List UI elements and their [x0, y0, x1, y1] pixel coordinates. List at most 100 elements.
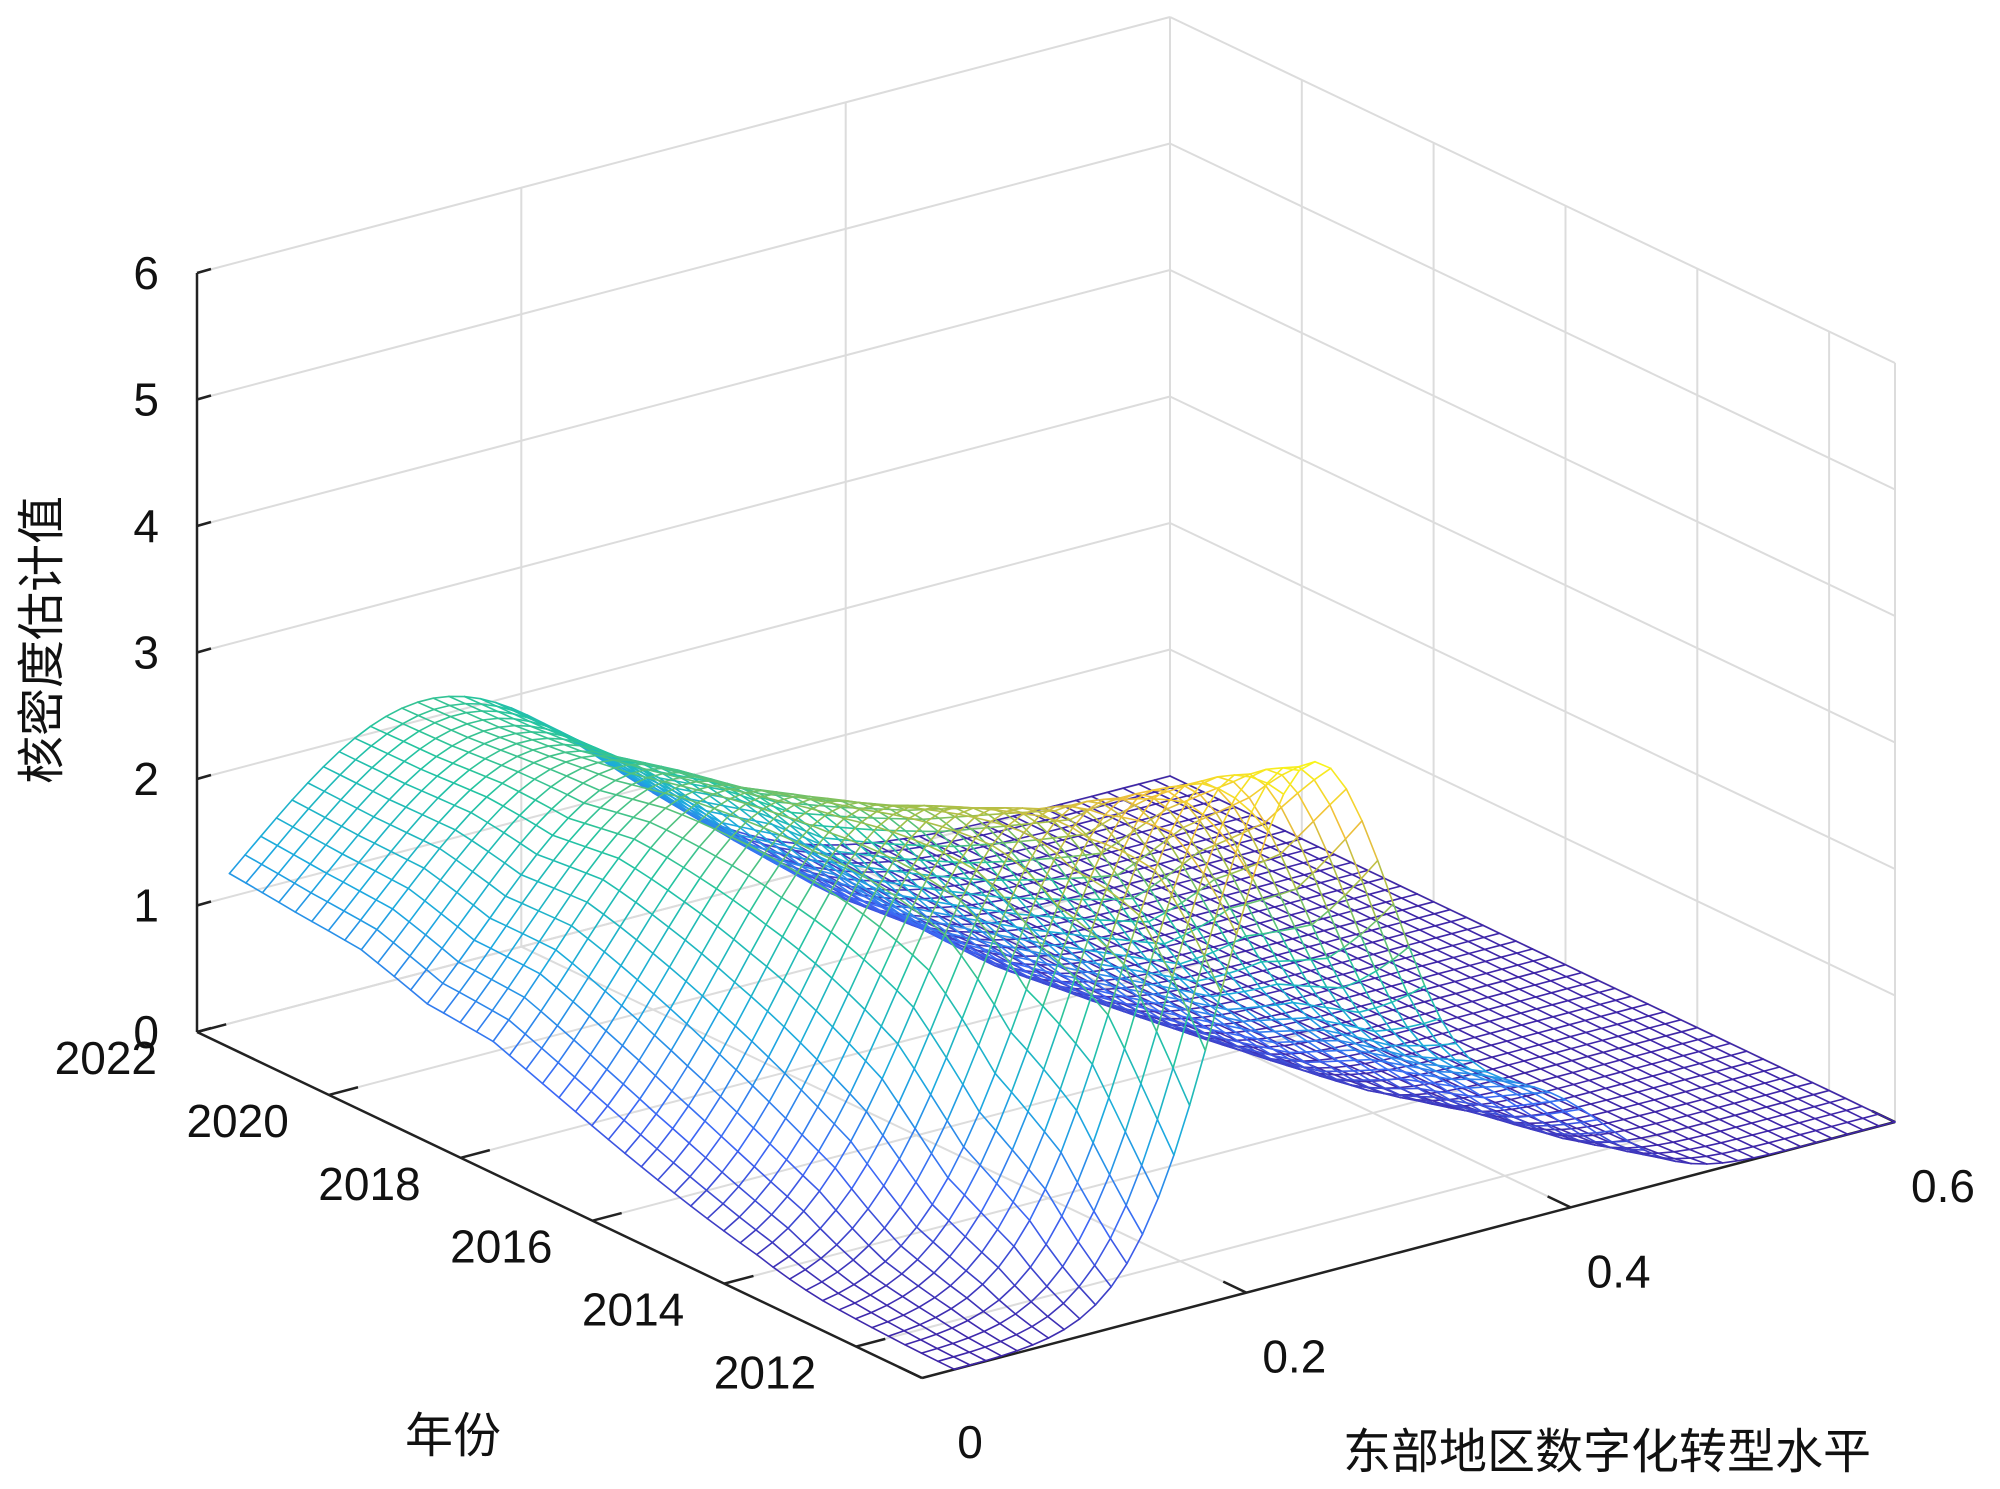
mesh-line — [639, 1133, 658, 1150]
mesh-line — [1044, 1151, 1062, 1190]
mesh-line — [1500, 956, 1519, 966]
mesh-line — [689, 1175, 708, 1192]
mesh-line — [1359, 989, 1377, 996]
mesh-line — [1345, 1017, 1363, 1023]
mesh-line — [919, 1323, 938, 1336]
mesh-line — [986, 843, 1004, 863]
mesh-line — [1195, 926, 1214, 936]
mesh-line — [1370, 913, 1388, 920]
mesh-line — [1211, 922, 1229, 933]
mesh-line — [554, 894, 572, 920]
mesh-line — [933, 1296, 953, 1310]
x-tick — [1222, 1280, 1247, 1294]
mesh-line — [834, 1167, 853, 1190]
mesh-line — [1250, 782, 1268, 813]
mesh-line — [423, 879, 442, 902]
mesh-line — [879, 973, 898, 992]
mesh-line — [1449, 1099, 1468, 1104]
mesh-line — [1149, 839, 1168, 854]
mesh-line — [1418, 912, 1436, 919]
mesh-line — [697, 807, 715, 823]
mesh-line — [1243, 987, 1262, 993]
mesh-line — [591, 1105, 609, 1127]
mesh-line — [831, 944, 849, 979]
mesh-line — [1393, 1029, 1412, 1035]
mesh-line — [1359, 919, 1378, 936]
mesh-line — [867, 1244, 887, 1263]
mesh-line — [752, 1101, 771, 1129]
mesh-line — [817, 1123, 836, 1153]
mesh-line — [835, 1227, 854, 1246]
mesh-line — [1508, 1072, 1526, 1078]
mesh-line — [1570, 1047, 1589, 1058]
mesh-line — [700, 912, 719, 928]
mesh-line — [972, 807, 990, 816]
mesh-line — [556, 1000, 574, 1027]
mesh-line — [910, 844, 928, 870]
mesh-line — [553, 887, 572, 897]
mesh-line — [954, 828, 973, 832]
mesh-line — [843, 808, 861, 820]
mesh-line — [1486, 984, 1505, 995]
mesh-line — [1132, 851, 1151, 865]
mesh-line — [1070, 962, 1089, 973]
mesh-line — [704, 1135, 723, 1159]
mesh-line — [1251, 1038, 1270, 1048]
mesh-line — [421, 813, 440, 824]
mesh-line — [587, 976, 607, 993]
mesh-line — [1197, 878, 1216, 893]
mesh-line — [696, 788, 715, 795]
mesh-line — [406, 839, 425, 861]
mesh-line — [658, 777, 677, 782]
mesh-line — [465, 710, 483, 714]
mesh-line — [1143, 999, 1161, 1013]
mesh-line — [1104, 816, 1123, 845]
mesh-line — [1296, 792, 1315, 823]
mesh-line — [652, 966, 671, 995]
mesh-line — [1264, 821, 1282, 855]
mesh-line — [1047, 866, 1066, 877]
mesh-line — [947, 1146, 965, 1179]
mesh-line — [419, 768, 439, 777]
mesh-line — [995, 1182, 1014, 1203]
mesh-line — [696, 784, 714, 791]
mesh-line — [1235, 1038, 1253, 1042]
mesh-line — [455, 839, 473, 861]
mesh-line — [1202, 830, 1221, 875]
mesh-line — [1293, 958, 1312, 962]
mesh-line — [614, 772, 632, 782]
mesh-line — [1101, 944, 1119, 950]
mesh-line — [521, 932, 541, 943]
mesh-line — [1246, 860, 1265, 869]
mesh-line — [630, 783, 650, 790]
mesh-line — [599, 806, 618, 814]
mesh-line — [991, 884, 1010, 904]
mesh-line — [1188, 830, 1207, 841]
mesh-line — [1368, 1079, 1387, 1090]
mesh-line — [1553, 1028, 1572, 1038]
mesh-line — [1061, 974, 1079, 987]
mesh-line — [325, 825, 343, 846]
mesh-line — [1145, 898, 1164, 905]
mesh-line — [1183, 984, 1201, 990]
mesh-line — [878, 895, 897, 928]
mesh-line — [957, 807, 975, 816]
mesh-line — [1046, 953, 1065, 959]
mesh-line — [722, 1203, 741, 1218]
mesh-line — [452, 782, 472, 791]
mesh-line — [339, 798, 359, 810]
mesh-line — [735, 1040, 753, 1071]
mesh-line — [537, 887, 556, 912]
mesh-line — [1280, 997, 1298, 1004]
mesh-line — [1114, 919, 1133, 923]
mesh-line — [1356, 1036, 1375, 1042]
mesh-line — [1139, 943, 1157, 998]
mesh-line — [815, 1009, 834, 1028]
mesh-line — [901, 883, 919, 900]
mesh-line — [1416, 893, 1435, 903]
mesh-line — [1526, 1106, 1545, 1115]
mesh-line — [1373, 965, 1392, 975]
mesh-line — [1306, 1040, 1324, 1052]
mesh-line — [1405, 969, 1424, 979]
mesh-line — [689, 1205, 709, 1220]
